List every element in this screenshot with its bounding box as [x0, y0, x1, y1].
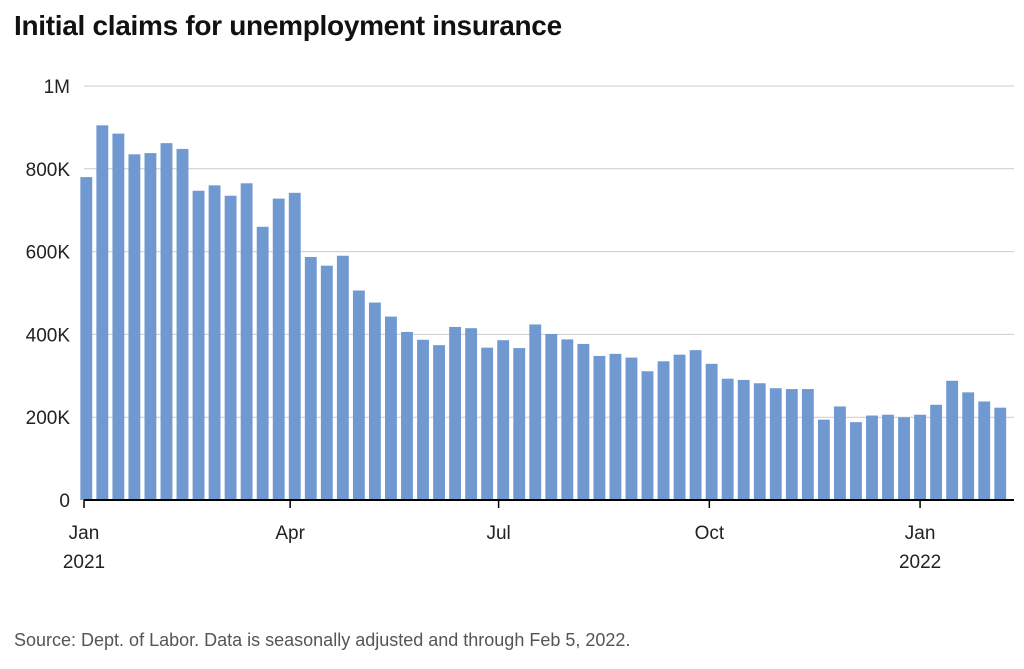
bar [80, 177, 93, 500]
bar [882, 414, 894, 500]
bar [625, 357, 638, 500]
bar [256, 226, 269, 500]
bar [914, 414, 927, 500]
y-tick-label: 1M [44, 77, 70, 98]
bar [545, 333, 558, 500]
bar [866, 415, 878, 500]
bar [176, 148, 189, 500]
y-tick-label: 800K [26, 160, 71, 181]
bar [160, 143, 173, 500]
bar [801, 389, 814, 500]
bar [577, 343, 590, 500]
x-tick-label: Jan [69, 523, 100, 544]
bars [80, 125, 1007, 501]
chart-title: Initial claims for unemployment insuranc… [14, 10, 562, 41]
bar [513, 348, 526, 500]
x-axis: Jan 2021 Apr Jul Oct Jan 2022 [63, 499, 1014, 573]
bar [817, 419, 830, 500]
bar [898, 417, 910, 500]
y-tick-label: 200K [26, 408, 71, 429]
bar [994, 407, 1007, 500]
bar [272, 198, 285, 501]
bar [946, 380, 959, 500]
bar [112, 133, 125, 501]
y-tick-label: 600K [26, 243, 71, 264]
bar [673, 354, 686, 500]
bar [721, 378, 734, 500]
bar [417, 339, 429, 500]
bar [320, 265, 333, 500]
bar [769, 388, 782, 500]
bar [850, 422, 862, 500]
bar [737, 379, 750, 500]
x-tick-year-label: 2021 [63, 552, 105, 573]
x-tick-label: Jan [905, 523, 936, 544]
bar [593, 355, 606, 500]
bar [449, 326, 462, 500]
bar [144, 153, 157, 500]
bar [224, 195, 237, 500]
bar [465, 328, 478, 500]
bar [962, 392, 975, 500]
bar [529, 324, 542, 500]
bar [433, 345, 445, 500]
bar [978, 401, 991, 500]
x-tick-label: Apr [275, 523, 305, 544]
bar [128, 154, 141, 500]
bar [785, 389, 798, 500]
source-note: Source: Dept. of Labor. Data is seasonal… [14, 630, 631, 650]
bar [689, 350, 702, 500]
bar [352, 290, 365, 500]
bar [96, 125, 109, 500]
bar [833, 406, 846, 500]
bar [401, 331, 413, 500]
x-tick-year-label: 2022 [899, 552, 941, 573]
bar [497, 340, 510, 500]
bar [561, 339, 574, 500]
y-axis-labels: 0 200K 400K 600K 800K 1M [26, 77, 71, 512]
bar [385, 316, 397, 500]
bar [192, 190, 205, 501]
bar [930, 404, 943, 500]
x-tick-label: Oct [695, 523, 725, 544]
bar [641, 371, 654, 500]
bar [481, 347, 494, 500]
bar [304, 256, 317, 500]
x-tick-label: Jul [486, 523, 510, 544]
bar [657, 361, 670, 500]
y-tick-label: 0 [59, 491, 70, 512]
bar [753, 383, 766, 500]
bar [609, 353, 622, 500]
bar [705, 363, 718, 500]
bar [368, 302, 381, 500]
bar [240, 183, 253, 501]
bar [336, 255, 349, 500]
y-tick-label: 400K [26, 325, 71, 346]
bar [208, 185, 221, 501]
bar [288, 192, 301, 500]
